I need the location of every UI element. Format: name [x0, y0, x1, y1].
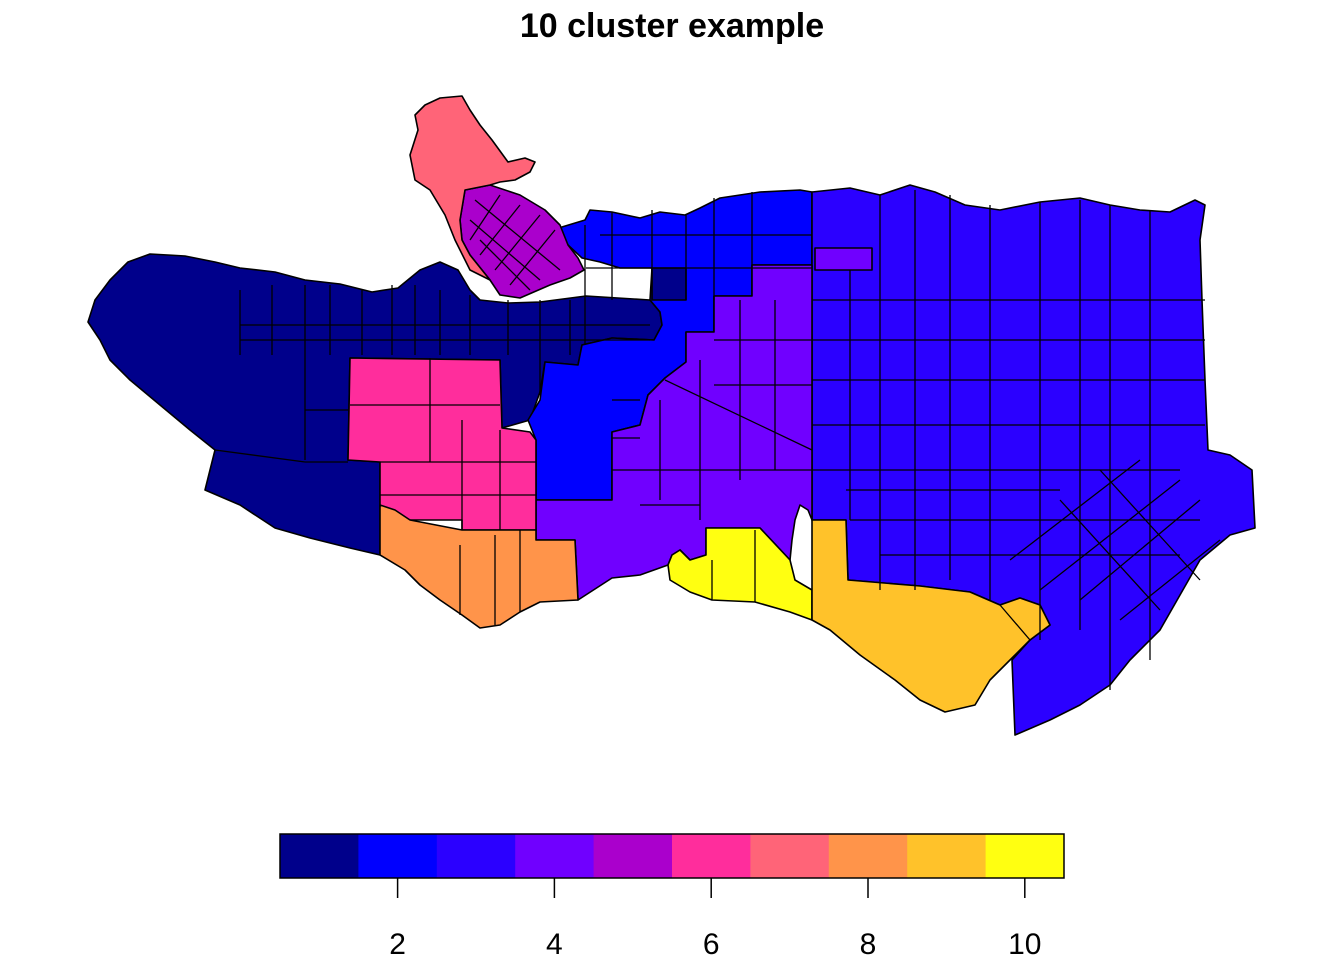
legend-tick-label-10: 10	[1008, 928, 1041, 960]
region-top-block-cluster-4	[814, 247, 873, 271]
legend-swatch-4	[515, 834, 595, 878]
legend-axis: 2 4 6 8 10	[389, 878, 1041, 960]
map-title: 10 cluster example	[519, 7, 825, 45]
legend-swatch-9	[907, 834, 987, 878]
region-stanley-park-cluster-7	[409, 95, 536, 281]
region-southwest-cluster-8	[379, 504, 579, 629]
legend-swatch-2	[358, 834, 438, 878]
legend-swatch-5	[593, 834, 673, 878]
legend-swatch-6	[672, 834, 751, 878]
legend-swatch-7	[750, 834, 830, 878]
region-boundaries	[214, 190, 1221, 690]
legend-swatch-10	[985, 834, 1065, 878]
legend-colorbar	[279, 833, 1065, 879]
legend-tick-label-8: 8	[860, 928, 877, 960]
region-southeast-cluster-9	[811, 519, 1051, 713]
legend-frame	[279, 833, 1065, 879]
legend-swatch-3	[436, 834, 516, 878]
legend-swatch-1	[280, 834, 359, 878]
legend-tick-label-6: 6	[703, 928, 720, 960]
legend-swatch-8	[828, 834, 908, 878]
legend-tick-label-4: 4	[546, 928, 563, 960]
region-central-cluster-4	[535, 264, 813, 601]
region-block-cluster-1	[651, 267, 687, 301]
region-downtown-cluster-5	[459, 184, 585, 299]
legend-tick-label-2: 2	[389, 928, 406, 960]
